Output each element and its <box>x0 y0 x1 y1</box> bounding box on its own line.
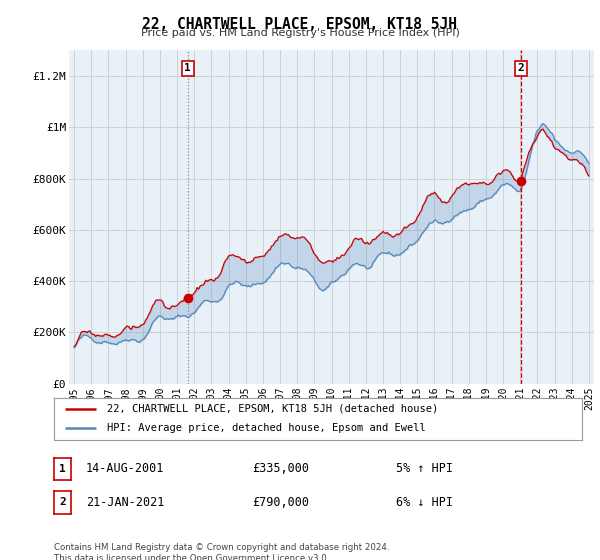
Text: 21-JAN-2021: 21-JAN-2021 <box>86 496 164 509</box>
Text: £790,000: £790,000 <box>252 496 309 509</box>
Text: 2: 2 <box>518 63 524 73</box>
Text: £335,000: £335,000 <box>252 462 309 475</box>
Text: 1: 1 <box>184 63 191 73</box>
Text: 22, CHARTWELL PLACE, EPSOM, KT18 5JH (detached house): 22, CHARTWELL PLACE, EPSOM, KT18 5JH (de… <box>107 404 438 414</box>
Text: 1: 1 <box>59 464 66 474</box>
Text: 2: 2 <box>59 497 66 507</box>
Text: Price paid vs. HM Land Registry's House Price Index (HPI): Price paid vs. HM Land Registry's House … <box>140 28 460 38</box>
Text: 6% ↓ HPI: 6% ↓ HPI <box>396 496 453 509</box>
Text: 14-AUG-2001: 14-AUG-2001 <box>86 462 164 475</box>
Text: HPI: Average price, detached house, Epsom and Ewell: HPI: Average price, detached house, Epso… <box>107 423 425 433</box>
Text: 22, CHARTWELL PLACE, EPSOM, KT18 5JH: 22, CHARTWELL PLACE, EPSOM, KT18 5JH <box>143 17 458 32</box>
Text: 5% ↑ HPI: 5% ↑ HPI <box>396 462 453 475</box>
Text: Contains HM Land Registry data © Crown copyright and database right 2024.
This d: Contains HM Land Registry data © Crown c… <box>54 543 389 560</box>
